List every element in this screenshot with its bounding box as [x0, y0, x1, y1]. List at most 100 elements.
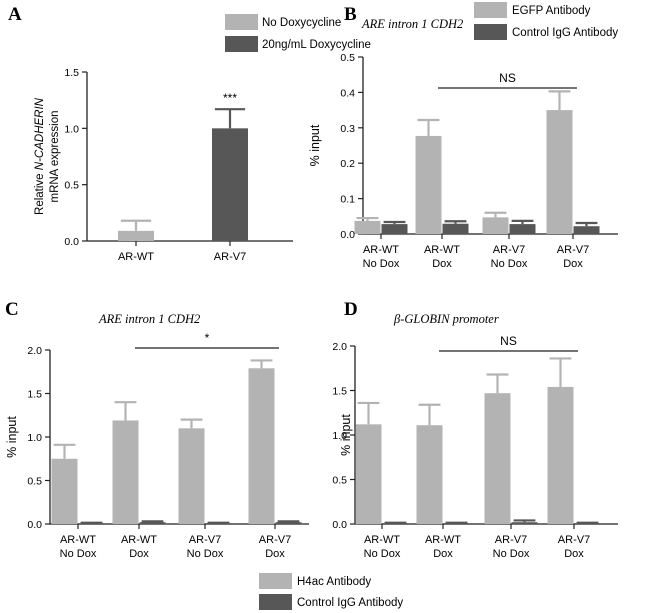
bar-h4ac-antibody-4 [248, 368, 275, 524]
panel-letter: A [8, 4, 22, 25]
y-tick-label: 0.5 [64, 180, 79, 192]
category-label: AR-V7 [495, 534, 527, 546]
bar-h4ac-antibody-1 [51, 458, 78, 524]
legend-label: Control IgG Antibody [512, 27, 618, 39]
y-tick-label: 1.0 [332, 430, 347, 442]
category-label: AR-V7 [259, 534, 291, 546]
category-label: AR-WT [425, 534, 461, 546]
bar-no-doxycycline-1 [118, 230, 154, 241]
bar-control-igg-antibody-2 [139, 522, 166, 524]
panel-title: β-GLOBIN promoter [393, 312, 499, 326]
bar-egfp-antibody-1 [354, 220, 381, 234]
category-label: Dox [564, 548, 584, 560]
category-label: AR-WT [364, 534, 400, 546]
y-tick-label: 1.5 [27, 389, 42, 401]
legend-label: No Doxycycline [262, 17, 341, 29]
category-label: AR-V7 [558, 534, 590, 546]
category-label: AR-WT [363, 244, 399, 256]
bar-control-igg-antibody-4 [573, 226, 600, 234]
category-label: AR-WT [60, 534, 96, 546]
panel-letter: B [344, 4, 357, 25]
bar-h4ac-antibody-1 [355, 424, 382, 524]
bar-h4ac-antibody-2 [416, 425, 443, 524]
legend-swatch [225, 36, 258, 52]
y-axis-label: % input [339, 414, 353, 456]
significance-label: * [205, 331, 210, 345]
panel-title: ARE intron 1 CDH2 [98, 312, 200, 326]
bar-h4ac-antibody-4 [547, 386, 574, 524]
category-label: No Dox [363, 258, 400, 270]
y-tick-label: 0.5 [27, 476, 42, 488]
bar-egfp-antibody-3 [482, 217, 509, 234]
panel-A: A 0.0 0.5 1.0 1.5 AR-WT AR-V7 Relative N-CADHER… [8, 4, 371, 263]
y-tick-label: 0.5 [340, 52, 355, 64]
y-tick-label: 1.0 [64, 123, 79, 135]
y-tick-label: 0.0 [332, 519, 347, 531]
legend-label: H4ac Antibody [297, 576, 371, 588]
panel-B: B ARE intron 1 CDH2 0.0 0.1 0.2 0.3 0.4 0.5 AR-W… [308, 2, 618, 270]
category-label: Dox [433, 548, 453, 560]
legend-label: 20ng/mL Doxycycline [262, 39, 371, 51]
bar-control-igg-antibody-1 [381, 224, 408, 234]
legend-swatch [474, 24, 507, 40]
category-label: AR-WT [118, 251, 154, 263]
y-tick-label: 0.5 [332, 475, 347, 487]
category-label: AR-V7 [214, 251, 246, 263]
y-axis-label: Relative N-CADHERIN [34, 97, 46, 215]
bar-control-igg-antibody-3 [509, 224, 536, 234]
y-tick-label: 0.0 [27, 519, 42, 531]
legend-label: Control IgG Antibody [297, 597, 403, 609]
category-label: No Dox [364, 548, 401, 560]
y-tick-label: 0.0 [64, 236, 79, 248]
legend-swatch [259, 594, 292, 610]
category-label: Dox [129, 548, 149, 560]
panel-title: ARE intron 1 CDH2 [361, 17, 463, 31]
y-tick-label: 0.4 [340, 87, 355, 99]
category-label: AR-V7 [493, 244, 525, 256]
category-label: AR-WT [424, 244, 460, 256]
y-axis-label: % input [5, 416, 19, 458]
category-label: No Dox [491, 258, 528, 270]
bar-h4ac-antibody-2 [112, 420, 139, 524]
category-label: Dox [432, 258, 452, 270]
y-tick-label: 2.0 [332, 341, 347, 353]
category-label: AR-V7 [557, 244, 589, 256]
legend-swatch [225, 14, 258, 30]
category-label: AR-V7 [189, 534, 221, 546]
significance-label: NS [500, 334, 517, 348]
category-label: AR-WT [121, 534, 157, 546]
y-tick-label: 1.5 [64, 67, 79, 79]
category-label: No Dox [60, 548, 97, 560]
y-tick-label: 0.3 [340, 123, 355, 135]
significance-marker: *** [223, 91, 237, 105]
bar-20ng-ml-doxycycline-2 [212, 128, 248, 241]
y-axis-label: % input [308, 124, 322, 166]
bar-h4ac-antibody-3 [178, 428, 205, 524]
category-label: No Dox [493, 548, 530, 560]
y-tick-label: 1.0 [27, 432, 42, 444]
panel-letter: D [344, 299, 358, 320]
bar-control-igg-antibody-2 [442, 223, 469, 234]
panel-C: C ARE intron 1 CDH2 0.0 0.5 1.0 1.5 2.0 AR-WT No… [5, 299, 309, 560]
legend-swatch [259, 573, 292, 589]
category-label: No Dox [187, 548, 224, 560]
bar-egfp-antibody-4 [546, 110, 573, 234]
legend-swatch [474, 2, 507, 18]
bar-control-igg-antibody-4 [275, 522, 302, 524]
y-tick-label: 2.0 [27, 345, 42, 357]
legend-label: EGFP Antibody [512, 5, 591, 17]
y-axis-label-line2: mRNA expression [49, 110, 61, 202]
legend-shared: H4ac Antibody Control IgG Antibody [259, 573, 403, 610]
category-label: Dox [265, 548, 285, 560]
category-label: Dox [563, 258, 583, 270]
bar-egfp-antibody-2 [415, 135, 442, 234]
bar-control-igg-antibody-3 [511, 522, 538, 524]
y-tick-label: 1.5 [332, 386, 347, 398]
bar-h4ac-antibody-3 [484, 393, 511, 524]
y-tick-label: 0.2 [340, 158, 355, 170]
significance-label: NS [499, 71, 516, 85]
y-tick-label: 0.0 [340, 229, 355, 241]
panel-letter: C [5, 299, 19, 320]
